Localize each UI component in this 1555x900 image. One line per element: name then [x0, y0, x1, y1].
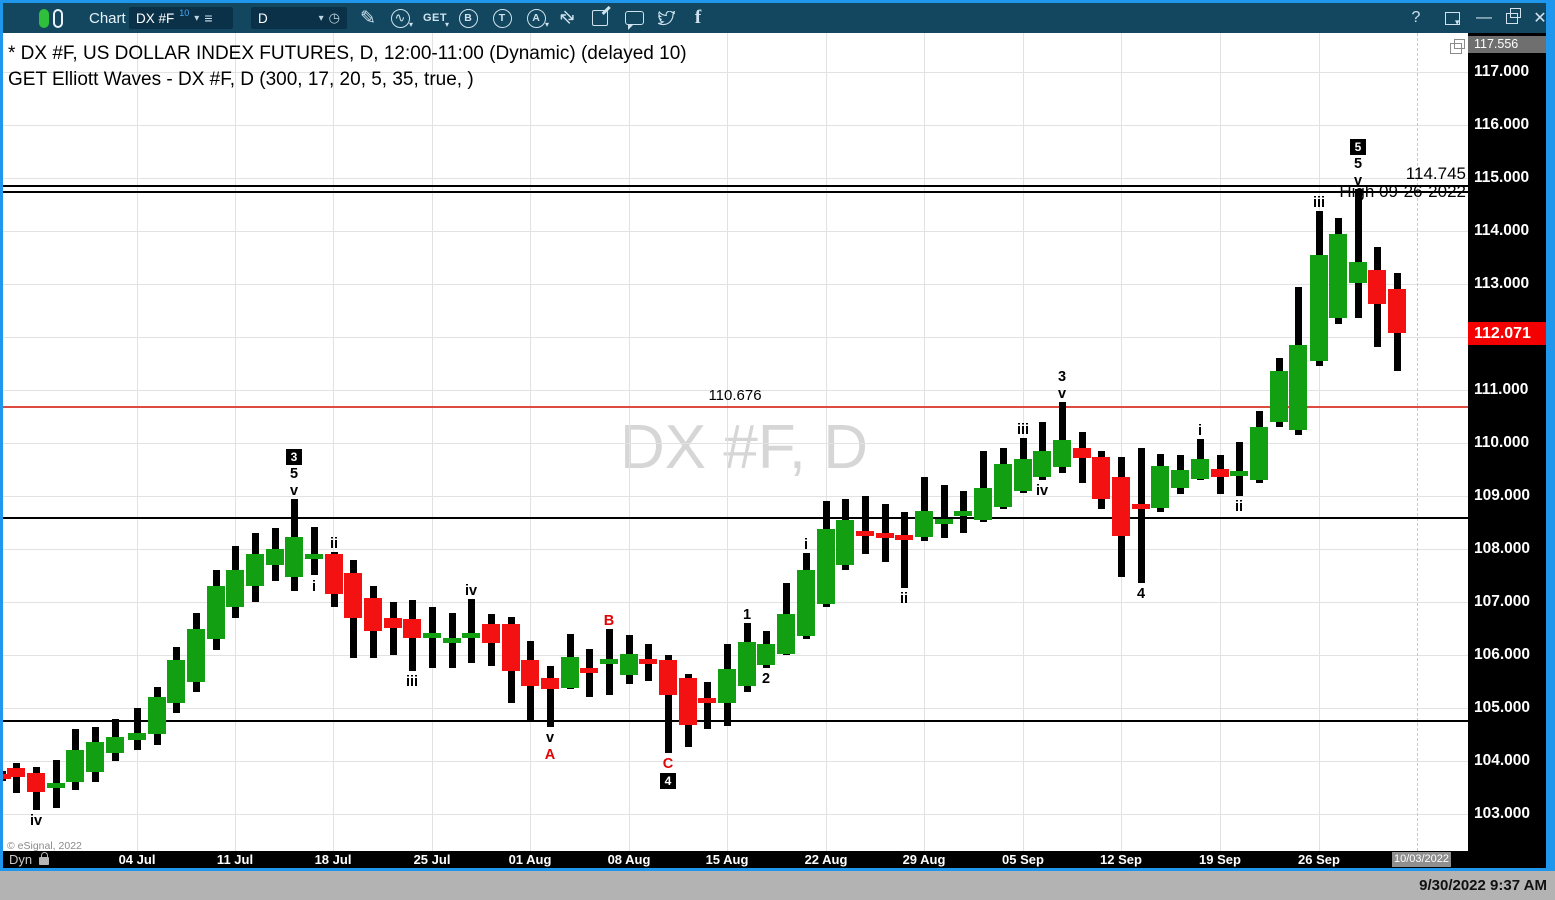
- symbol-input[interactable]: DX #F 10 ▾ ≡: [129, 7, 233, 29]
- esignal-logo-icon-outline: [53, 9, 63, 28]
- chevron-down-icon: ▾: [408, 20, 413, 29]
- chart-plot-area[interactable]: [3, 33, 1468, 851]
- minimize-icon: —: [1476, 9, 1492, 26]
- status-bar: 9/30/2022 9:37 AM: [0, 871, 1555, 900]
- chevron-down-icon: ▾: [544, 20, 549, 29]
- comments-button[interactable]: [621, 3, 647, 33]
- window-border-bottom: [3, 868, 1546, 871]
- symbol-count-badge: 10: [179, 8, 190, 18]
- swap-arrows-icon: ⇅: [555, 5, 580, 30]
- close-icon: ✕: [1533, 10, 1547, 27]
- get-label: GET: [422, 12, 448, 24]
- circle-b-icon: B: [458, 8, 478, 28]
- cursor-price-readout: 117.556: [1468, 36, 1546, 53]
- window-border-right: [1546, 0, 1555, 871]
- share-twitter-button[interactable]: [653, 3, 679, 33]
- restore-button[interactable]: [1499, 3, 1525, 33]
- dyn-toggle[interactable]: Dyn: [9, 852, 33, 867]
- lock-icon[interactable]: [39, 852, 49, 865]
- symbol-value: DX #F: [136, 10, 175, 26]
- menu-icon[interactable]: ≡: [204, 10, 213, 26]
- chevron-down-icon[interactable]: ▾: [318, 12, 324, 24]
- bid-tool-button[interactable]: B: [455, 3, 481, 33]
- window-border-left: [0, 0, 3, 871]
- restore-icon: [1506, 8, 1521, 24]
- axis-restore-icon[interactable]: [1449, 37, 1465, 54]
- copyright-label: © eSignal, 2022: [7, 840, 82, 852]
- next-session-badge: 10/03/2022: [1392, 852, 1451, 867]
- price-axis[interactable]: 117.556 112.071: [1468, 33, 1546, 851]
- popout-button[interactable]: [1439, 3, 1465, 33]
- popout-window-icon: [1444, 11, 1460, 28]
- status-datetime: 9/30/2022 9:37 AM: [1419, 877, 1547, 894]
- chevron-down-icon: ▾: [444, 20, 449, 29]
- help-button[interactable]: ?: [1403, 3, 1429, 33]
- last-price-badge: 112.071: [1468, 322, 1546, 345]
- study-title: GET Elliott Waves - DX #F, D (300, 17, 2…: [8, 69, 474, 90]
- pencil-icon: ✎: [360, 7, 376, 29]
- symbol-title: * DX #F, US DOLLAR INDEX FUTURES, D, 12:…: [8, 43, 687, 64]
- chart-titles: * DX #F, US DOLLAR INDEX FUTURES, D, 12:…: [8, 41, 687, 93]
- date-axis[interactable]: Dyn 10/03/2022: [3, 851, 1546, 868]
- close-button[interactable]: ✕: [1527, 3, 1553, 33]
- share-facebook-button[interactable]: f: [685, 3, 711, 33]
- facebook-icon: f: [694, 7, 702, 28]
- chevron-down-icon[interactable]: ▾: [194, 12, 200, 24]
- symbol-watermark: DX #F, D: [619, 413, 869, 482]
- draw-pencil-button[interactable]: ✎: [355, 3, 381, 33]
- note-edit-icon: [592, 10, 608, 26]
- interval-select[interactable]: D ▾ ◷: [251, 7, 347, 29]
- compare-button[interactable]: ⇅: [548, 0, 588, 38]
- notes-button[interactable]: [587, 3, 613, 33]
- speech-bubble-icon: [624, 11, 644, 30]
- window-type-label: Chart: [89, 9, 126, 27]
- wave-icon: ∿: [390, 8, 410, 28]
- esignal-logo-icon: [39, 9, 49, 28]
- circle-a-icon: A: [526, 8, 546, 28]
- twitter-icon: [657, 10, 675, 25]
- circle-t-icon: T: [492, 8, 512, 28]
- toolbar: Chart DX #F 10 ▾ ≡ D ▾ ◷ ✎ ∿ ▾ GET ▾ B: [3, 3, 1547, 33]
- minimize-button[interactable]: —: [1471, 3, 1497, 33]
- clock-icon[interactable]: ◷: [328, 10, 340, 25]
- help-icon: ?: [1411, 9, 1421, 26]
- studies-button[interactable]: ∿ ▾: [387, 3, 413, 33]
- window-border-top: [0, 0, 1555, 3]
- trade-tool-button[interactable]: T: [489, 3, 515, 33]
- ask-tool-button[interactable]: A ▾: [523, 3, 549, 33]
- get-studies-button[interactable]: GET ▾: [419, 3, 451, 33]
- interval-value: D: [258, 10, 268, 26]
